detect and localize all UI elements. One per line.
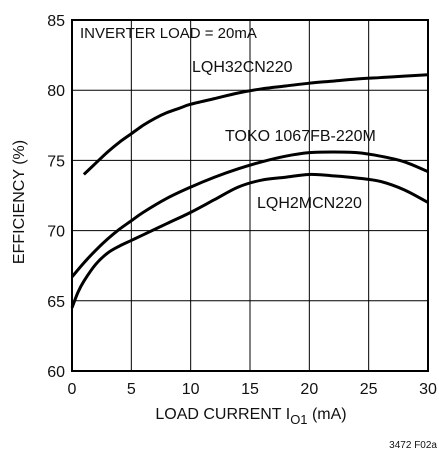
x-tick-label: 30 <box>419 381 437 398</box>
y-tick-label: 60 <box>47 364 65 381</box>
y-tick-label: 65 <box>47 294 65 311</box>
plot-frame <box>71 19 429 372</box>
x-axis-label-unit: (mA) <box>308 406 347 423</box>
x-tick-label: 10 <box>182 381 200 398</box>
x-tick-label: 20 <box>300 381 318 398</box>
x-axis-label-main: LOAD CURRENT I <box>155 406 290 423</box>
series-line-lqh32cn220 <box>82 73 429 176</box>
x-axis-label-subscript: O1 <box>290 412 307 427</box>
tick-labels: 0 5 10 15 20 25 30 60 65 70 75 80 85 <box>47 13 437 398</box>
series-label-lqh32cn220: LQH32CN220 <box>192 59 293 76</box>
annotation: INVERTER LOAD = 20mA <box>80 25 257 42</box>
y-axis-label: EFFICIENCY (%) <box>11 140 28 264</box>
series-label-toko: TOKO 1067FB-220M <box>225 128 376 145</box>
y-tick-label: 85 <box>47 13 65 30</box>
series-lines <box>70 73 429 309</box>
y-tick-label: 80 <box>47 83 65 100</box>
series-line-toko-1067fb-220m <box>70 150 429 278</box>
series-label-lqh2mcn220: LQH2MCN220 <box>257 195 362 212</box>
y-tick-label: 75 <box>47 153 65 170</box>
x-tick-label: 25 <box>360 381 378 398</box>
figure-id: 3472 F02a <box>389 440 437 451</box>
x-axis-label: LOAD CURRENT IO1 (mA) <box>155 406 346 427</box>
x-tick-label: 15 <box>241 381 259 398</box>
x-tick-label: 5 <box>127 381 136 398</box>
x-tick-label: 0 <box>68 381 77 398</box>
y-tick-label: 70 <box>47 224 65 241</box>
series-line-lqh2mcn220 <box>70 172 429 309</box>
